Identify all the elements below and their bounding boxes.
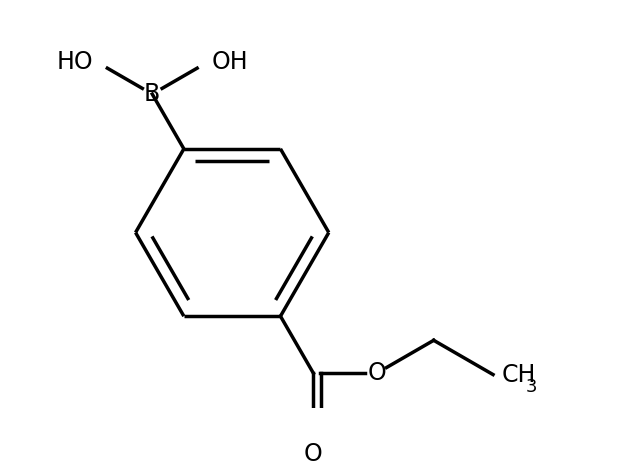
Text: OH: OH (211, 51, 248, 74)
Text: 3: 3 (525, 378, 537, 396)
Text: B: B (144, 82, 161, 106)
Text: O: O (367, 361, 386, 385)
Text: O: O (304, 442, 323, 465)
Text: CH: CH (502, 363, 536, 386)
Text: HO: HO (56, 51, 93, 74)
